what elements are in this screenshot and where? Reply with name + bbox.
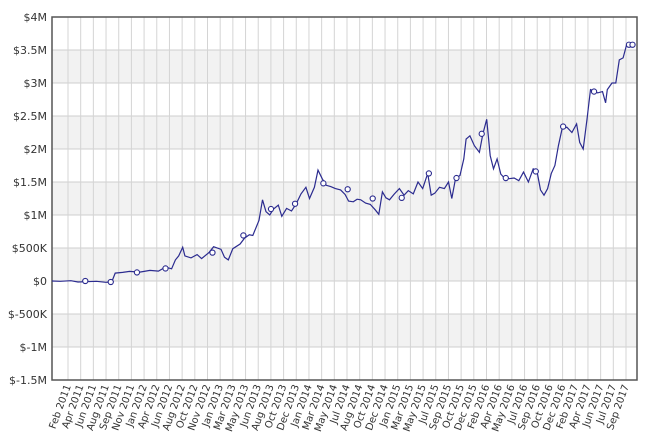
y-tick-label: $500K [12,242,48,255]
series-marker [559,123,567,130]
series-marker [629,41,636,48]
plot-band [52,248,637,281]
plot-band [52,347,637,380]
series-marker [532,168,539,175]
y-tick-label: $4M [24,11,48,24]
y-tick-label: $2.5M [13,110,47,123]
y-tick-label: $-500K [8,308,48,321]
y-tick-label: $3M [24,77,48,90]
series-marker [398,194,405,201]
y-tick-label: $1.5M [13,176,47,189]
series-markers [82,41,636,286]
series-marker [344,186,351,193]
series-marker [291,200,299,207]
series-marker [590,88,598,95]
series-marker [478,130,485,137]
y-tick-label: $3.5M [13,44,47,57]
plot-bands [52,17,637,380]
series-marker [320,180,327,187]
y-axis-ticks: $4M $3.5M $3M $2.5M $2M $1.5M $1M $500K $0 $-500K… [8,11,48,387]
series-marker [162,265,169,272]
y-tick-label: $1M [24,209,48,222]
plot-band [52,215,637,248]
series-marker [133,269,141,276]
series-marker [107,278,114,286]
series-marker [453,174,460,182]
y-tick-label: $0 [33,275,47,288]
plot-band [52,149,637,182]
y-tick-label: $-1.5M [9,374,47,387]
plot-band [52,116,637,149]
plot-frame [51,16,638,381]
series-marker [369,195,376,202]
series-marker [267,205,275,213]
series-marker [209,249,216,256]
y-tick-label: $-1M [20,341,47,354]
series-line [51,44,632,283]
series-marker [502,174,509,182]
plot-band [52,314,637,347]
y-tick-label: $2M [24,143,48,156]
plot-band [52,83,637,116]
plot-band [52,182,637,215]
series-marker [240,232,247,239]
plot-band [52,17,637,50]
plot-band [52,50,637,83]
series-marker [425,170,433,177]
series-marker [82,277,89,285]
plot-band [52,281,637,314]
